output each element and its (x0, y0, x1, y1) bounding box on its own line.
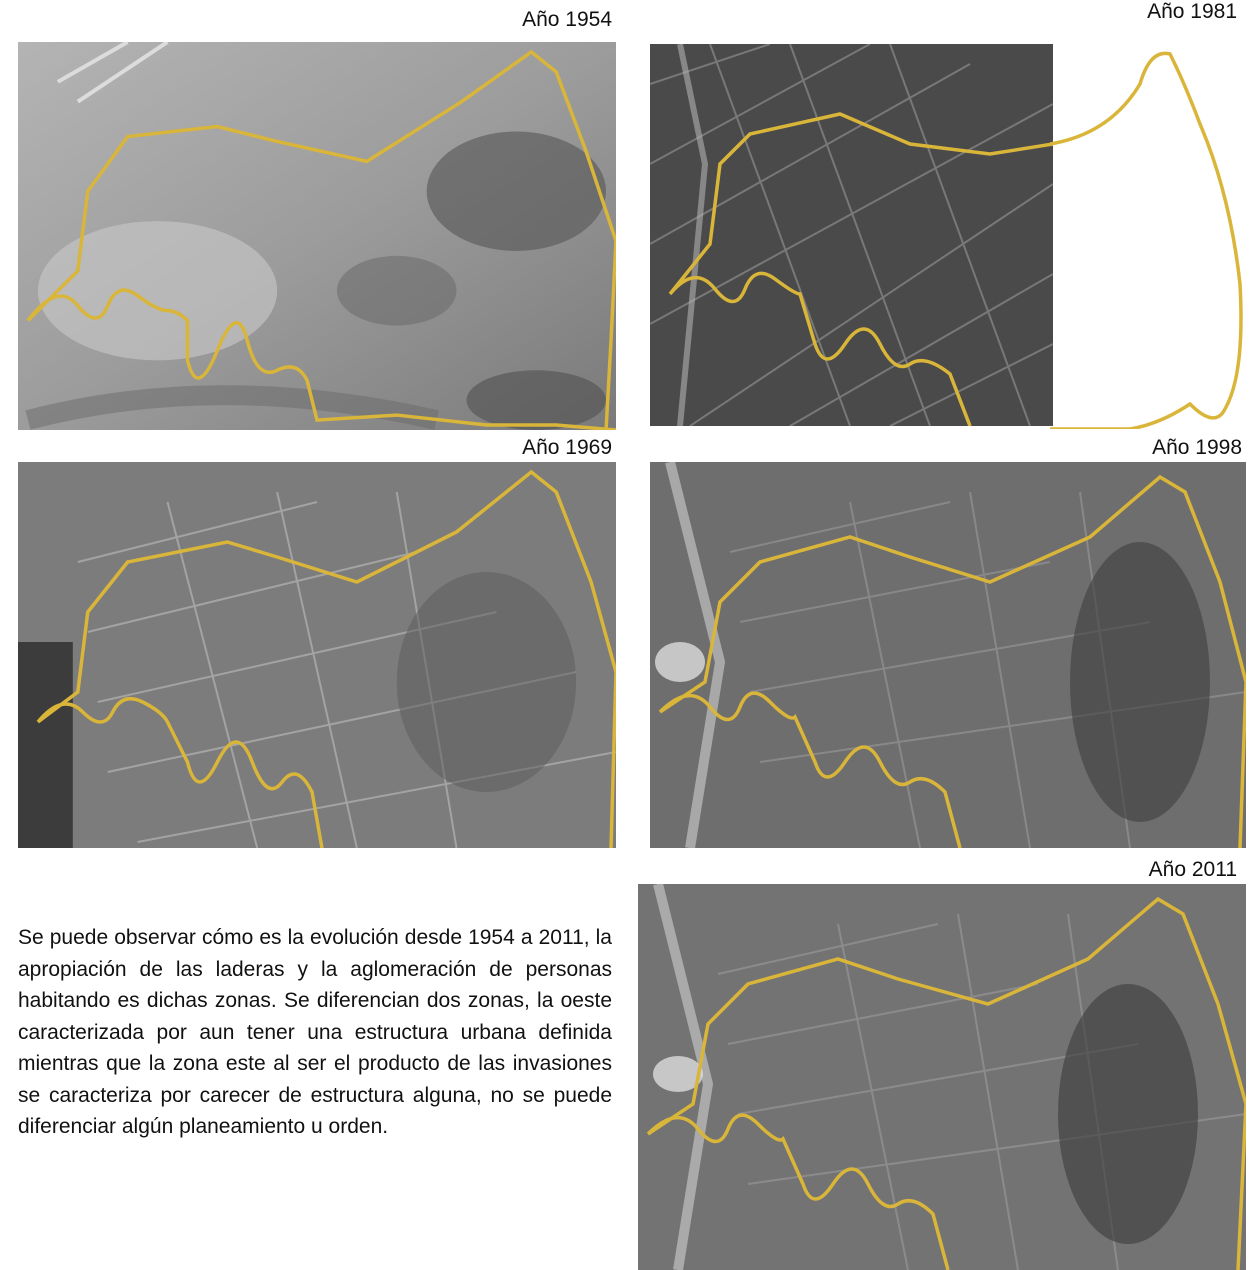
description-paragraph: Se puede observar cómo es la evolución d… (18, 926, 612, 1138)
aerial-1998-image (650, 462, 1246, 848)
outline-1981-blank-area (1050, 51, 1243, 429)
aerial-photo-2011 (638, 884, 1246, 1270)
aerial-photo-1998 (650, 462, 1246, 848)
aerial-1981-image (650, 44, 1053, 426)
aerial-photo-1954 (18, 42, 616, 430)
caption-1954: Año 1954 (522, 8, 612, 31)
caption-2011: Año 2011 (1148, 858, 1237, 881)
aerial-1969-image (18, 462, 616, 848)
caption-1981: Año 1981 (1147, 0, 1237, 23)
aerial-photo-1969 (18, 462, 616, 848)
caption-1998: Año 1998 (1152, 436, 1242, 459)
aerial-1954-image (18, 42, 616, 430)
aerial-photo-1981 (650, 44, 1053, 426)
caption-1969: Año 1969 (522, 436, 612, 459)
aerial-2011-image (638, 884, 1246, 1270)
